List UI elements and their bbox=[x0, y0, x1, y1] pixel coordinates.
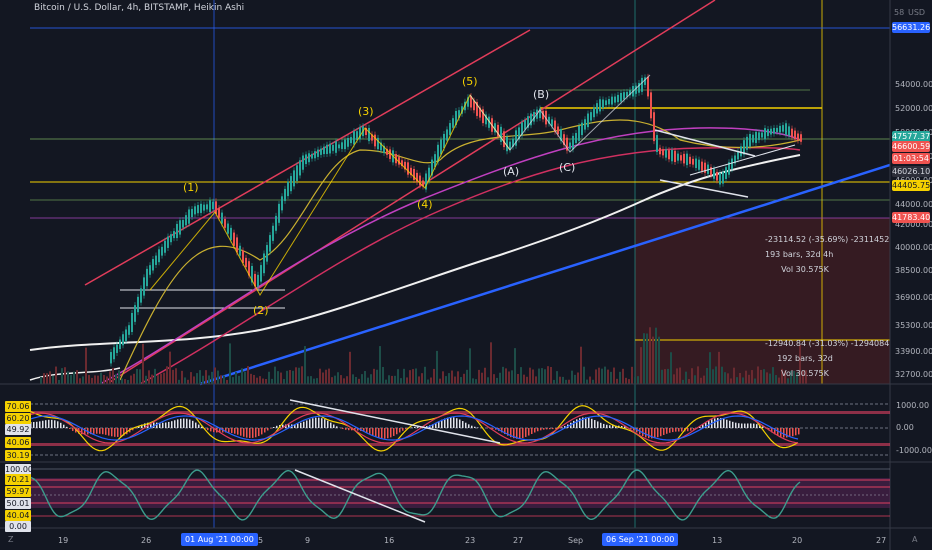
stoch-level-tag: 59.97 bbox=[5, 486, 31, 497]
wave-label-5: (5) bbox=[462, 75, 478, 88]
price-tick: 54000.00 bbox=[895, 80, 932, 89]
time-cursor-label: 01 Aug '21 00:00 bbox=[181, 533, 258, 546]
price-tick: 35300.00 bbox=[895, 321, 932, 330]
macd-pane bbox=[29, 399, 890, 456]
macd-tick: -1000.00 bbox=[896, 446, 932, 455]
measure-top-line3: Vol 30.575K bbox=[781, 265, 829, 274]
wave-label-1: (1) bbox=[183, 181, 199, 194]
price-tick: 36900.00 bbox=[895, 293, 932, 302]
price-marker: 47577.37 bbox=[892, 131, 931, 142]
wave-label-2: (2) bbox=[253, 304, 269, 317]
time-tick: 9 bbox=[305, 536, 311, 545]
wave-label-b: (B) bbox=[533, 88, 550, 101]
price-marker: 44405.75 bbox=[892, 180, 931, 191]
auto-scale-button[interactable]: A bbox=[912, 535, 918, 544]
stoch-level-tag: 0.00 bbox=[5, 521, 31, 532]
time-tick: 13 bbox=[712, 536, 723, 545]
price-marker: 46600.59 bbox=[892, 141, 931, 152]
measure-bottom-line1: -12940.84 (-31.03%) -1294084 bbox=[765, 339, 890, 348]
measure-bottom-line3: Vol 30.575K bbox=[781, 369, 829, 378]
measure-bottom-line2: 192 bars, 32d bbox=[777, 354, 833, 363]
measure-top-line2: 193 bars, 32d 4h bbox=[765, 250, 834, 259]
price-marker: 41783.40 bbox=[892, 212, 931, 223]
stoch-level-tag: 100.00 bbox=[5, 464, 33, 475]
price-tick: 38500.00 bbox=[895, 266, 932, 275]
time-cursor-label: 06 Sep '21 00:00 bbox=[602, 533, 679, 546]
rsi-level-tag: 30.19 bbox=[5, 450, 31, 461]
volume-series bbox=[40, 327, 807, 384]
time-tick: 20 bbox=[792, 536, 803, 545]
chart-title: Bitcoin / U.S. Dollar, 4h, BITSTAMP, Hei… bbox=[34, 3, 245, 13]
price-tick: 32700.00 bbox=[895, 370, 932, 379]
wave-label-a: (A) bbox=[503, 165, 520, 178]
price-marker: 46026.10 bbox=[892, 166, 931, 177]
stoch-pane bbox=[29, 468, 890, 523]
zoom-icon[interactable]: Z bbox=[8, 535, 14, 544]
measure-zone bbox=[635, 218, 890, 384]
time-tick: 23 bbox=[465, 536, 476, 545]
rsi-level-tag: 60.20 bbox=[5, 413, 31, 424]
macd-tick: 0.00 bbox=[896, 423, 914, 432]
price-tick: 40000.00 bbox=[895, 243, 932, 252]
wave-label-3: (3) bbox=[358, 105, 374, 118]
time-tick: Sep bbox=[568, 536, 584, 545]
currency-label[interactable]: USD bbox=[908, 8, 926, 17]
time-tick: 16 bbox=[384, 536, 395, 545]
time-tick: 27 bbox=[876, 536, 887, 545]
price-tick: 52000.00 bbox=[895, 104, 932, 113]
rsi-level-tag: 70.06 bbox=[5, 401, 31, 412]
price-tick: 33900.00 bbox=[895, 347, 932, 356]
price-tick: 42000.00 bbox=[895, 220, 932, 229]
rsi-level-tag: 49.92 bbox=[5, 424, 31, 435]
price-tick: 44000.00 bbox=[895, 200, 932, 209]
stoch-level-tag: 50.01 bbox=[5, 498, 31, 509]
time-tick: 5 bbox=[258, 536, 264, 545]
wave-label-4: (4) bbox=[417, 198, 433, 211]
rsi-level-tag: 40.06 bbox=[5, 437, 31, 448]
price-marker: 56631.26 bbox=[892, 22, 931, 33]
currency-top: 58 bbox=[894, 8, 905, 17]
stoch-level-tag: 40.04 bbox=[5, 510, 31, 521]
price-marker: 01:03:54 bbox=[892, 153, 930, 164]
wave-label-c: (C) bbox=[559, 161, 576, 174]
time-tick: 19 bbox=[58, 536, 69, 545]
measure-top-line1: -23114.52 (-35.69%) -2311452 bbox=[765, 235, 890, 244]
stoch-level-tag: 70.21 bbox=[5, 474, 31, 485]
time-tick: 27 bbox=[513, 536, 524, 545]
time-tick: 26 bbox=[141, 536, 152, 545]
macd-tick: 1000.00 bbox=[896, 401, 930, 410]
